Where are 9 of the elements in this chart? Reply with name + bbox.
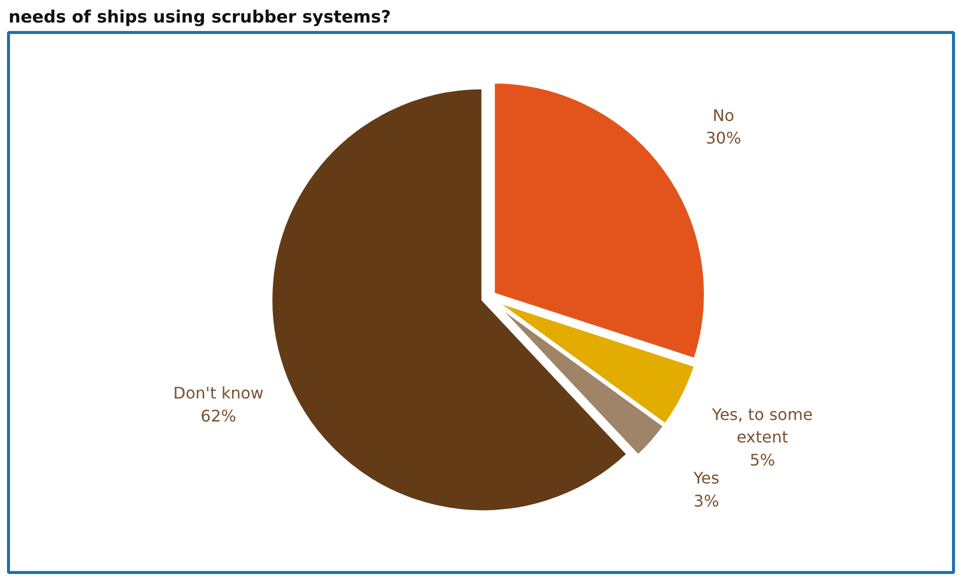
slice-label: Don't know bbox=[173, 384, 264, 403]
slice-label: No bbox=[712, 106, 734, 125]
data-label: 62% bbox=[200, 406, 236, 426]
data-label: 3% bbox=[694, 491, 720, 510]
data-label: 30% bbox=[706, 128, 742, 148]
chart-title: needs of ships using scrubber systems? bbox=[8, 8, 391, 28]
slice-label: Yes bbox=[692, 468, 720, 488]
data-label: 5% bbox=[750, 450, 776, 470]
slice-label: Yes, to some extent bbox=[711, 404, 813, 447]
